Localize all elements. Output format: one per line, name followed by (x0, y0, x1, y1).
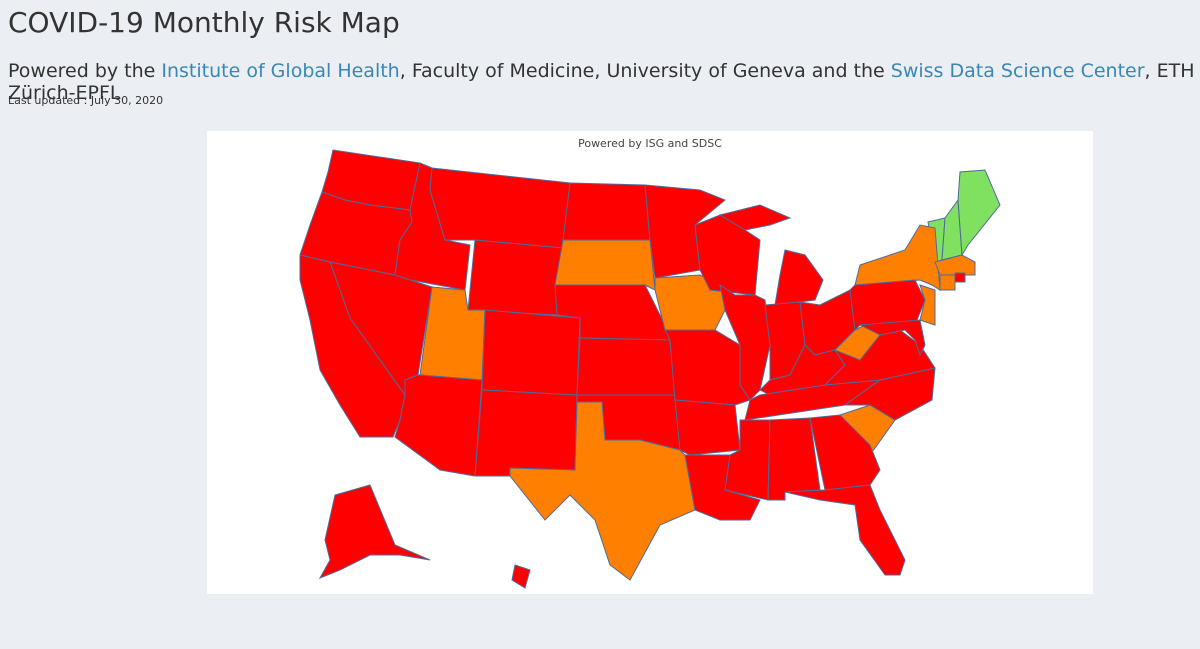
state[interactable] (474, 389, 578, 477)
state[interactable] (858, 319, 926, 357)
state[interactable] (674, 399, 741, 456)
state[interactable] (467, 239, 564, 316)
state[interactable] (481, 309, 581, 396)
state[interactable] (934, 254, 976, 276)
text: , ETH Zürich-EPFL (8, 60, 1195, 104)
state[interactable] (554, 239, 656, 291)
text: Powered by the (8, 60, 162, 82)
state[interactable] (509, 401, 696, 581)
state[interactable] (511, 564, 531, 589)
link[interactable]: Institute of Global Health (161, 60, 400, 82)
state[interactable] (939, 274, 956, 291)
page-title: COVID-19 Monthly Risk Map (8, 6, 400, 39)
state[interactable] (774, 249, 824, 306)
map-title: Powered by ISG and SDSC (578, 137, 722, 150)
link[interactable]: Swiss Data Science Center (890, 60, 1145, 82)
text: , Faculty of Medicine, University of Gen… (399, 60, 891, 82)
state[interactable] (718, 204, 792, 231)
state[interactable] (318, 484, 431, 579)
state[interactable] (576, 337, 676, 396)
state[interactable] (299, 254, 406, 438)
state[interactable] (784, 484, 906, 576)
subtitle: Powered by the Institute of Global Healt… (8, 60, 1200, 104)
state[interactable] (954, 272, 966, 283)
state[interactable] (562, 182, 651, 241)
state[interactable] (823, 329, 936, 386)
state[interactable] (849, 279, 926, 332)
last-updated: Last updated : July 30, 2020 (8, 94, 164, 107)
